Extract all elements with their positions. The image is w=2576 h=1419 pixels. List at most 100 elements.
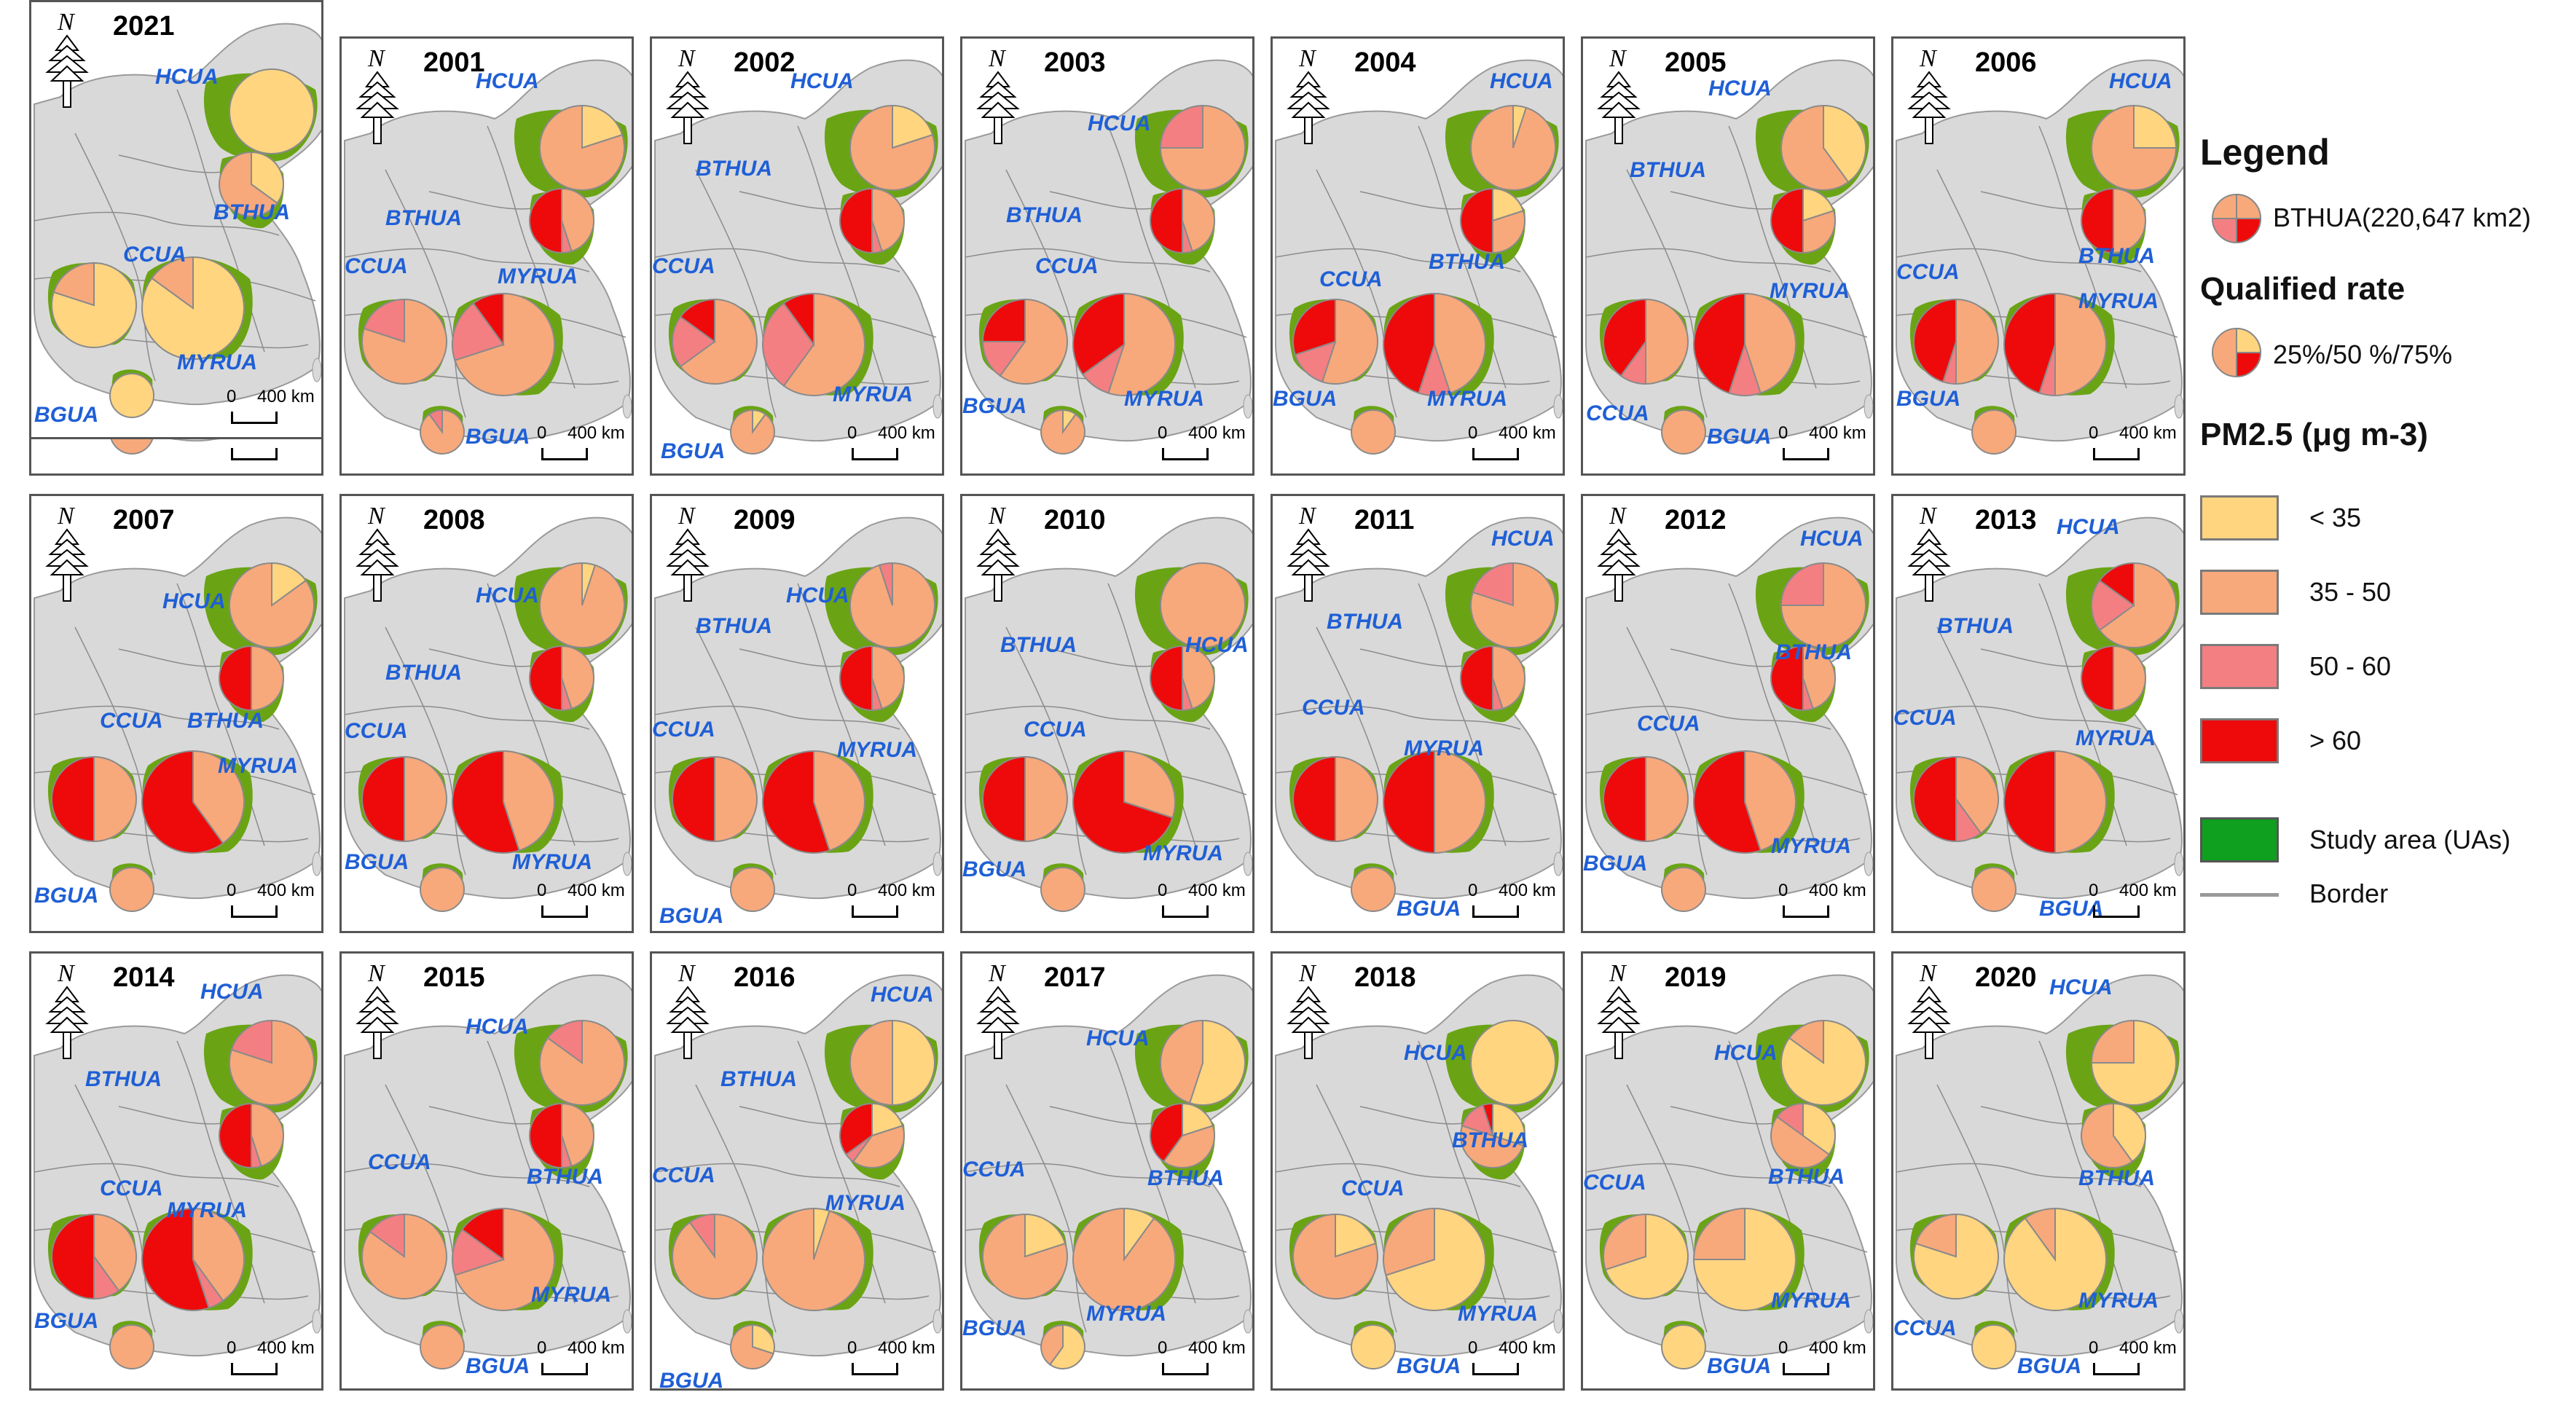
pie-slice-50-60	[1472, 562, 1514, 607]
svg-text:N: N	[1919, 503, 1938, 530]
pie-slice-lt35	[2133, 104, 2178, 149]
scale-zero: 0	[2089, 423, 2099, 443]
legend: Legend BTHUA(220,647 km2) Qualified rate…	[2200, 109, 2572, 932]
pie-slice-50-60	[230, 1019, 272, 1064]
scale-zero: 0	[1468, 423, 1478, 443]
pie-slice-35-50	[454, 1207, 556, 1311]
pie-bgua	[730, 867, 775, 912]
pie-slice-gt60	[2003, 292, 2056, 394]
pie-slice-gt60	[2098, 562, 2135, 607]
year-label: 2013	[1975, 505, 2037, 535]
province-border	[1049, 1106, 1160, 1125]
china-map	[1896, 974, 2183, 1369]
svg-text:N: N	[1298, 503, 1317, 530]
ua-label-bgua: BGUA	[661, 439, 726, 463]
ua-label-bthua: BTHUA	[696, 614, 772, 638]
north-arrow-icon: N	[44, 502, 90, 604]
pie-slice-gt60	[529, 1102, 562, 1169]
pie-myrua	[1692, 750, 1796, 854]
province-border	[654, 248, 900, 272]
pie-slice-35-50	[813, 750, 865, 852]
island	[622, 394, 632, 419]
pie-slice-50-60	[1780, 562, 1824, 606]
pie-myrua	[452, 1207, 556, 1311]
scale-bar-line	[852, 1363, 898, 1375]
ua-label-bgua: BGUA	[1397, 1354, 1461, 1378]
pie-bgua	[420, 1324, 465, 1369]
pie-slice-35-50	[420, 1324, 465, 1369]
pie-slice-35-50	[1351, 409, 1396, 455]
ua-label-hcua: HCUA	[2049, 975, 2113, 999]
pie-myrua	[141, 750, 245, 854]
scale-zero: 0	[1158, 881, 1168, 900]
pie-bgua	[1661, 409, 1706, 455]
ua-label-bgua: BGUA	[2039, 897, 2104, 921]
ua-label-hcua: HCUA	[786, 583, 849, 608]
pie-ccua	[51, 1213, 137, 1300]
pie-slice-35-50	[109, 1324, 154, 1369]
ua-label-myrua: MYRUA	[2076, 726, 2156, 750]
scale-bar-line	[1472, 448, 1519, 460]
scale-zero: 0	[1778, 1338, 1788, 1358]
china-map	[1275, 974, 1563, 1369]
pie-slice-50-60	[369, 1213, 405, 1258]
pie-myrua	[1072, 292, 1177, 396]
pie-slice-gt60	[1913, 298, 1957, 383]
province-border	[1936, 626, 2018, 876]
pie-slice-gt60	[782, 292, 814, 347]
pie-hcua	[2091, 562, 2177, 648]
pie-slice-gt60	[1383, 292, 1435, 394]
ua-label-bgua: BGUA	[962, 857, 1027, 881]
year-label: 2016	[734, 962, 796, 993]
scale-distance: 400 km	[878, 423, 935, 443]
pie-slice-50-60	[672, 315, 716, 368]
pie-slice-gt60	[1383, 750, 1435, 854]
province-border	[118, 1106, 229, 1125]
china-map	[1896, 59, 2183, 455]
scale-bar-line	[1162, 905, 1209, 918]
legend-pie-example	[2211, 193, 2262, 244]
year-label: 2020	[1975, 962, 2037, 993]
pie-myrua	[1383, 292, 1486, 396]
pie-bthua	[1150, 645, 1215, 712]
pie-ccua	[1913, 1213, 1999, 1300]
pie-slice-50-60	[688, 1213, 715, 1259]
pie-bthua	[839, 187, 905, 254]
pie-slice-35-50	[714, 755, 758, 843]
ua-label-ccua: CCUA	[345, 254, 408, 278]
ua-label-bgua: BGUA	[1896, 387, 1961, 411]
pie-slice-lt35	[1335, 1213, 1377, 1258]
province-border	[34, 1163, 280, 1187]
scale-distance: 400 km	[1188, 423, 1246, 443]
pie-slice-35-50	[1780, 562, 1866, 648]
pie-slice-35-50	[251, 1102, 284, 1168]
scale-bar: 0 400 km	[1158, 1338, 1252, 1382]
ua-label-myrua: MYRUA	[825, 1191, 906, 1215]
pie-slice-50-60	[546, 1019, 583, 1064]
pie-slice-35-50	[1024, 755, 1068, 843]
pie-slice-35-50	[1492, 210, 1525, 254]
province-border	[1316, 626, 1397, 876]
pie-slice-gt60	[1770, 645, 1804, 712]
scale-zero: 0	[1468, 881, 1478, 900]
north-arrow-icon: N	[665, 959, 710, 1061]
pie-hcua	[849, 1019, 935, 1106]
ua-label-bgua: BGUA	[1707, 1354, 1772, 1378]
pie-slice-35-50	[782, 292, 865, 396]
ua-label-myrua: MYRUA	[2078, 289, 2159, 313]
year-label: 2018	[1354, 962, 1416, 993]
ua-label-hcua: HCUA	[1088, 111, 1151, 135]
pie-slice-lt35	[1492, 1102, 1525, 1147]
pie-bthua	[1770, 645, 1836, 712]
province-border	[1980, 648, 2091, 667]
scale-bar: 0 400 km	[1158, 881, 1252, 924]
pie-bgua	[109, 373, 154, 418]
scale-distance: 400 km	[568, 881, 625, 900]
north-arrow-icon: N	[975, 959, 1021, 1061]
pie-bthua	[2081, 645, 2146, 712]
pie-slice-35-50	[1692, 1207, 1746, 1260]
ua-label-hcua: HCUA	[1490, 69, 1553, 93]
scale-zero: 0	[1158, 423, 1168, 443]
pie-bgua	[1971, 1324, 2017, 1369]
pie-hcua	[2090, 1019, 2177, 1106]
